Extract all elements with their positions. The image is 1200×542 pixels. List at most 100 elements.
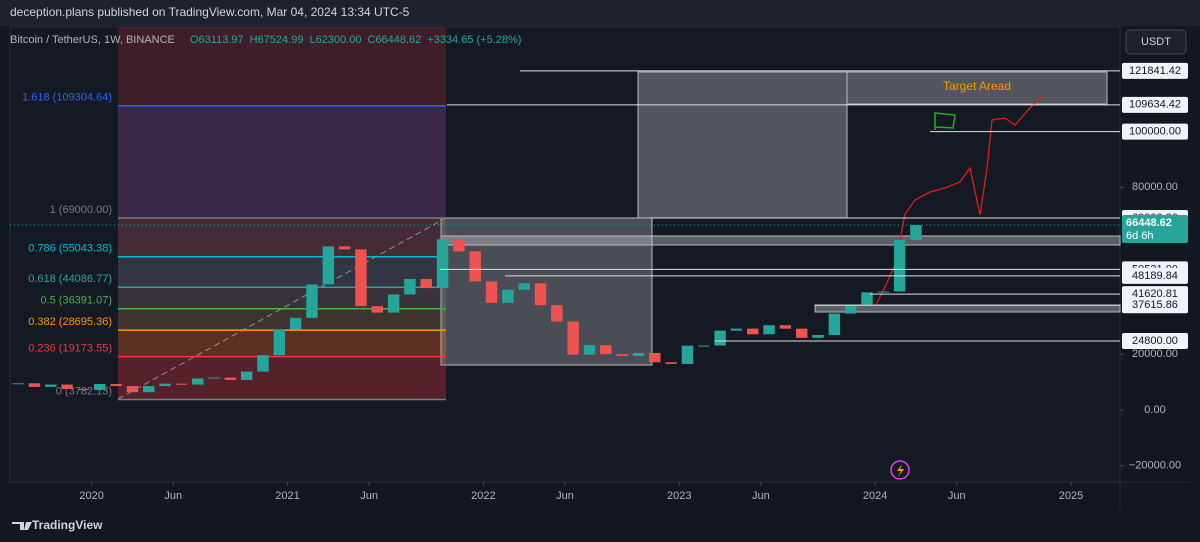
- candle: [534, 283, 547, 306]
- candle: [175, 383, 188, 385]
- fib-label: 0.618 (44086.77): [28, 273, 112, 285]
- candle: [289, 317, 302, 330]
- candle: [143, 386, 155, 393]
- candle: [159, 383, 171, 387]
- candle: [436, 239, 449, 289]
- candle: [861, 292, 873, 306]
- level-tag: [1122, 62, 1188, 79]
- candle: [77, 388, 90, 390]
- candle: [779, 325, 792, 329]
- candle: [893, 239, 906, 292]
- candle: [257, 355, 269, 372]
- candle: [828, 313, 841, 335]
- candle: [681, 345, 694, 364]
- event-icon: [890, 460, 910, 480]
- candle: [583, 345, 596, 355]
- price-tag: [1122, 215, 1188, 244]
- candle: [600, 345, 612, 355]
- x-tick-label: 2024: [863, 490, 887, 502]
- level-tag: [1122, 297, 1188, 314]
- level-tag: [1122, 332, 1188, 349]
- candle: [12, 383, 24, 385]
- candle: [844, 305, 857, 314]
- candle: [485, 281, 498, 303]
- currency: USDT: [1141, 36, 1171, 48]
- fib-band: [118, 105, 446, 218]
- candle: [502, 289, 514, 303]
- y-tick-label: 20000.00: [1132, 348, 1178, 360]
- level-label: 37615.86: [1132, 299, 1178, 311]
- candle: [877, 291, 890, 293]
- candle: [714, 330, 726, 346]
- candle: [616, 354, 628, 356]
- zone-box: [814, 304, 1121, 313]
- event-icon: [897, 464, 904, 477]
- target-box: [846, 71, 1108, 105]
- ohlc-value: H67524.99: [250, 34, 304, 46]
- candle: [94, 383, 106, 390]
- x-tick-label: 2025: [1059, 490, 1083, 502]
- level-label: 109634.42: [1129, 99, 1181, 111]
- candle: [240, 371, 253, 380]
- currency-button[interactable]: [1125, 29, 1187, 55]
- candle: [355, 249, 367, 307]
- x-tick-label: Jun: [360, 490, 378, 502]
- fib-label: 0.786 (55043.38): [28, 243, 112, 255]
- candle: [338, 246, 351, 250]
- fib-label: 1 (69000.00): [50, 204, 112, 216]
- symbol: Bitcoin / TetherUS, 1W, BINANCE: [10, 34, 175, 46]
- ohlc-value: O63113.97: [190, 34, 244, 46]
- brand-logo: [12, 522, 32, 530]
- candle: [812, 334, 824, 338]
- price-label: 66448.62: [1126, 217, 1172, 229]
- level-label: 100000.00: [1129, 126, 1181, 138]
- candle: [306, 284, 318, 318]
- candle: [322, 246, 335, 285]
- fib-label: 0.382 (28695.36): [28, 316, 112, 328]
- level-tag: [1122, 123, 1188, 140]
- candle: [763, 325, 775, 335]
- candle: [567, 321, 579, 355]
- x-tick-label: 2020: [79, 490, 103, 502]
- projection-path: [875, 94, 1044, 306]
- fib-band: [118, 256, 446, 288]
- candle: [551, 305, 563, 322]
- countdown: 6d 6h: [1126, 230, 1154, 242]
- candle: [45, 384, 57, 387]
- level-label: 41620.81: [1132, 288, 1178, 300]
- x-tick-label: 2021: [275, 490, 299, 502]
- candle: [649, 352, 661, 363]
- candle: [371, 306, 383, 313]
- fib-band: [118, 356, 446, 400]
- candle: [110, 383, 122, 387]
- range-box: [440, 217, 653, 366]
- candle: [698, 345, 710, 347]
- plot-area: [9, 26, 1121, 483]
- level-tag: [1122, 267, 1188, 284]
- candle: [208, 377, 220, 379]
- fib-label: 1.618 (109304.64): [22, 92, 112, 104]
- candle: [192, 378, 204, 385]
- ohlc-value: L62300.00: [309, 34, 361, 46]
- level-label: 24800.00: [1132, 335, 1178, 347]
- annotation: Target Aread: [943, 79, 1011, 93]
- zone-box: [440, 235, 1121, 246]
- level-tag: [1122, 96, 1188, 113]
- candle: [665, 362, 677, 364]
- y-tick-label: −20000.00: [1129, 460, 1181, 472]
- candle: [420, 278, 432, 289]
- candle: [404, 278, 416, 295]
- candle: [469, 251, 481, 282]
- candle: [387, 294, 400, 313]
- fib-band: [118, 217, 446, 257]
- x-tick-label: Jun: [556, 490, 574, 502]
- header-bar: [0, 0, 1200, 26]
- brand: TradingView: [32, 518, 103, 532]
- candle: [273, 329, 286, 356]
- candle: [28, 383, 41, 387]
- y-tick-label: 80000.00: [1132, 181, 1178, 193]
- fib-band: [118, 308, 446, 331]
- x-tick-label: 2022: [471, 490, 495, 502]
